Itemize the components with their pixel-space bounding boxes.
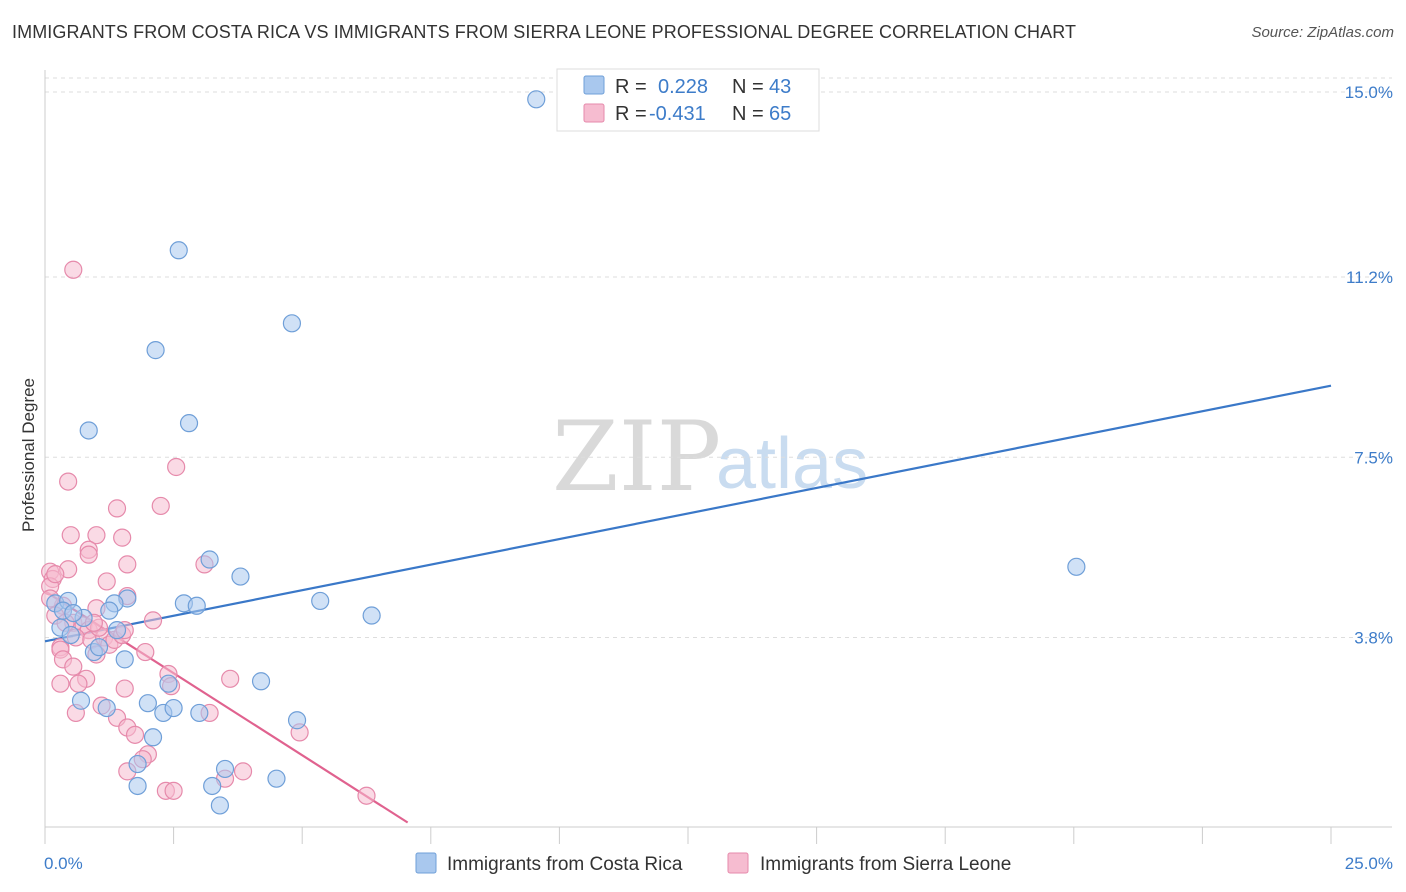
legend-swatch-pink — [583, 103, 605, 123]
legend-r-value: -0.431 — [649, 103, 706, 125]
data-point-costa-rica — [190, 703, 209, 723]
data-point-costa-rica — [115, 650, 134, 669]
legend-label-sierra-leone: Immigrants from Sierra Leone — [760, 854, 1011, 875]
data-point-sierra-leone — [97, 572, 116, 591]
data-point-costa-rica — [169, 241, 188, 260]
data-point-costa-rica — [282, 314, 302, 333]
data-point-costa-rica — [187, 596, 206, 615]
data-point-costa-rica — [143, 728, 163, 747]
legend-n-value: 65 — [769, 103, 791, 125]
data-point-costa-rica — [97, 698, 116, 718]
trend-line-costa-rica — [44, 384, 1332, 643]
data-point-sierra-leone — [59, 472, 78, 491]
data-point-costa-rica — [128, 776, 147, 796]
y-axis-label: Professional Degree — [19, 378, 38, 532]
data-point-sierra-leone — [107, 499, 127, 518]
data-point-sierra-leone — [51, 674, 70, 693]
y-tick-label: 15.0% — [1345, 83, 1393, 102]
x-tick-label: 0.0% — [44, 854, 83, 873]
tick-labels: 3.8% 7.5% 11.2% 15.0% 0.0% 25.0% — [44, 83, 1393, 873]
legend-n-label: N = — [732, 76, 764, 98]
y-tick-label: 7.5% — [1354, 448, 1393, 467]
y-tick-label: 3.8% — [1354, 628, 1393, 647]
data-point-sierra-leone — [233, 762, 253, 781]
data-point-costa-rica — [89, 638, 109, 657]
data-point-sierra-leone — [87, 526, 106, 545]
data-point-costa-rica — [146, 341, 165, 360]
chart-title: IMMIGRANTS FROM COSTA RICA VS IMMIGRANTS… — [12, 22, 1077, 42]
data-point-costa-rica — [107, 621, 127, 640]
data-point-sierra-leone — [221, 669, 240, 688]
data-point-costa-rica — [311, 591, 330, 611]
series-costa-rica-points — [46, 90, 1086, 815]
data-point-sierra-leone — [151, 496, 170, 516]
data-point-costa-rica — [527, 90, 546, 109]
data-point-costa-rica — [64, 603, 83, 623]
axes — [44, 70, 1392, 844]
data-point-costa-rica — [267, 769, 286, 788]
data-point-sierra-leone — [113, 528, 132, 547]
data-point-sierra-leone — [115, 679, 134, 698]
data-point-sierra-leone — [164, 781, 183, 800]
data-point-sierra-leone — [167, 457, 186, 477]
legend-swatch-blue — [583, 75, 605, 95]
data-point-sierra-leone — [357, 786, 376, 805]
gridlines — [45, 77, 1392, 638]
watermark-atlas: atlas — [716, 424, 868, 504]
data-point-costa-rica — [362, 606, 381, 625]
data-point-costa-rica — [1067, 557, 1086, 576]
data-point-costa-rica — [231, 567, 250, 586]
data-point-sierra-leone — [69, 674, 88, 693]
data-point-sierra-leone — [64, 657, 83, 676]
x-tick-label: 25.0% — [1345, 854, 1393, 873]
legend-r-label: R = — [615, 103, 647, 125]
data-point-costa-rica — [61, 625, 80, 645]
data-point-costa-rica — [210, 796, 229, 815]
data-point-sierra-leone — [125, 725, 145, 744]
data-point-costa-rica — [203, 776, 222, 796]
data-point-costa-rica — [159, 674, 178, 693]
data-point-costa-rica — [138, 694, 157, 713]
data-point-sierra-leone — [143, 611, 163, 630]
data-point-costa-rica — [287, 711, 307, 730]
data-point-costa-rica — [100, 601, 119, 620]
data-point-sierra-leone — [79, 545, 98, 564]
data-point-costa-rica — [215, 759, 235, 779]
legend-label-costa-rica: Immigrants from Costa Rica — [447, 854, 683, 875]
data-point-costa-rica — [71, 691, 91, 710]
y-tick-label: 11.2% — [1346, 268, 1393, 287]
data-point-sierra-leone — [46, 565, 65, 584]
legend-n-label: N = — [732, 103, 764, 125]
data-point-costa-rica — [128, 754, 147, 774]
legend-swatch-sierra-leone — [727, 852, 749, 874]
legend-swatch-costa-rica — [415, 852, 437, 874]
data-point-costa-rica — [164, 698, 183, 718]
legend-n-value: 43 — [769, 76, 791, 98]
data-point-sierra-leone — [64, 260, 83, 279]
source-credit: Source: ZipAtlas.com — [1251, 24, 1394, 41]
data-point-costa-rica — [200, 550, 219, 569]
data-point-costa-rica — [251, 672, 271, 691]
data-point-sierra-leone — [61, 526, 80, 545]
data-point-sierra-leone — [118, 555, 137, 574]
series-sierra-leone-points — [41, 260, 376, 805]
legend-r-value: 0.228 — [658, 76, 708, 98]
data-point-sierra-leone — [136, 642, 155, 662]
legend-r-label: R = — [615, 76, 647, 98]
series-legend: Immigrants from Costa Rica Immigrants fr… — [415, 852, 1011, 875]
data-point-costa-rica — [179, 414, 199, 433]
data-point-costa-rica — [79, 421, 98, 440]
stats-legend: R = 0.228 N = 43 R = -0.431 N = 65 — [556, 68, 820, 132]
